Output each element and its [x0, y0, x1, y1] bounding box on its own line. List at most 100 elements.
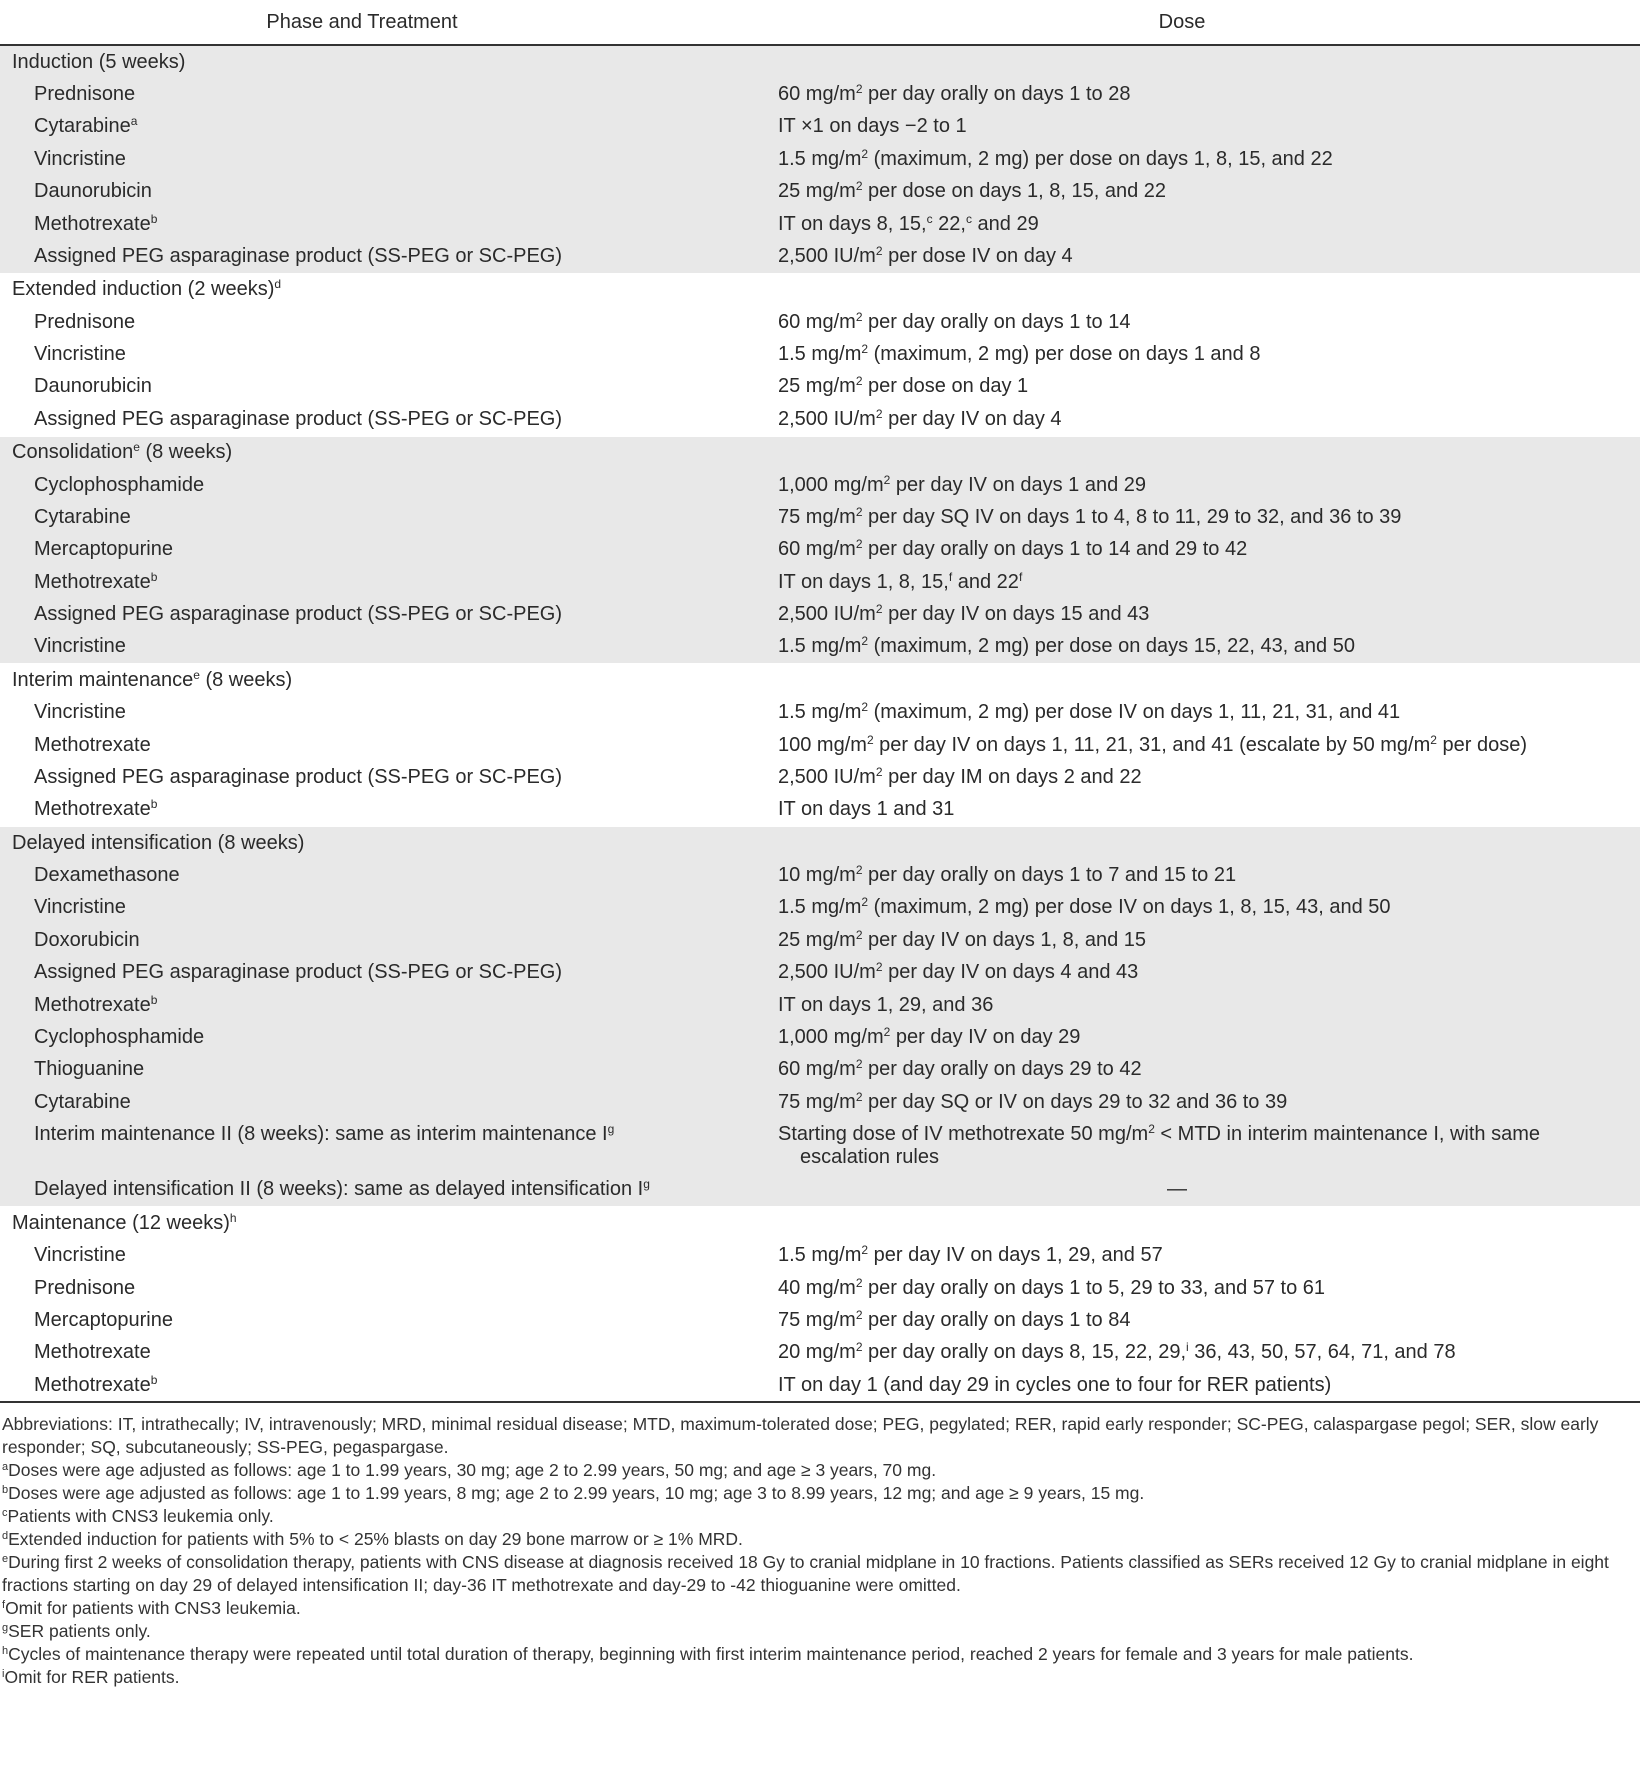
dose-text: 2,500 IU/m2 per dose IV on day 4 [778, 243, 1073, 267]
treatment-name: Thioguanine [0, 1058, 724, 1081]
treatment-name-text: Vincristine [34, 343, 126, 366]
phase-group: Consolidatione (8 weeks) Cyclophosphamide… [0, 435, 1640, 664]
footnote: aDoses were age adjusted as follows: age… [2, 1460, 937, 1481]
treatment-name: Methotrexateb [0, 571, 724, 594]
footnote-marker: b [2, 1484, 9, 1497]
phase-title: Delayed intensification (8 weeks) [12, 831, 305, 854]
treatment-name-text: Methotrexateb [34, 569, 158, 593]
dose-text: 2,500 IU/m2 per day IV on days 15 and 43 [778, 602, 1150, 626]
footnote-marker: 2 [855, 1307, 863, 1322]
dose-text: IT on days 1, 8, 15,f and 22f [778, 569, 1023, 593]
footnote: eDuring first 2 weeks of consolidation t… [2, 1552, 1609, 1596]
footnote: hCycles of maintenance therapy were repe… [2, 1644, 1414, 1665]
dose-text: 1.5 mg/m2 (maximum, 2 mg) per dose on da… [778, 146, 1333, 170]
footnote-marker: c [2, 1507, 8, 1520]
treatment-name: Methotrexateb [0, 213, 724, 236]
phase-title-row: Induction (5 weeks) [0, 46, 1640, 78]
table-row: Assigned PEG asparaginase product (SS-PE… [0, 598, 1640, 630]
table-row: Cytarabine 75 mg/m2 per day SQ IV on days… [0, 501, 1640, 533]
footnote-marker: 2 [855, 863, 863, 878]
footnote-marker: b [150, 992, 158, 1007]
footnote-marker: 2 [855, 1340, 863, 1355]
table-row: Methotrexateb IT on days 1 and 31 [0, 794, 1640, 826]
dose-cell: 40 mg/m2 per day orally on days 1 to 5, … [724, 1277, 1640, 1300]
treatment-name-text: Cytarabine [34, 1090, 131, 1113]
treatment-name: Cyclophosphamide [0, 474, 724, 497]
dose-cell: 2,500 IU/m2 per day IV on day 4 [724, 408, 1640, 431]
table-row: Mercaptopurine 60 mg/m2 per day orally on… [0, 534, 1640, 566]
treatment-name: Assigned PEG asparaginase product (SS-PE… [0, 961, 724, 984]
treatment-name: Daunorubicin [0, 375, 724, 398]
dose-text: — [1167, 1178, 1187, 1201]
dose-cell: 1.5 mg/m2 per day IV on days 1, 29, and … [724, 1244, 1640, 1267]
table-row: Doxorubicin 25 mg/m2 per day IV on days 1… [0, 924, 1640, 956]
dose-cell: 75 mg/m2 per day SQ or IV on days 29 to … [724, 1091, 1640, 1114]
footnote-marker: f [2, 1599, 6, 1612]
treatment-name: Prednisone [0, 311, 724, 334]
treatment-name-text: Cytarabinea [34, 114, 138, 138]
footnote-marker: g [2, 1622, 9, 1635]
table-row: Dexamethasone 10 mg/m2 per day orally on … [0, 859, 1640, 891]
dose-cell: 60 mg/m2 per day orally on days 29 to 42 [724, 1058, 1640, 1081]
footnote-marker: h [229, 1210, 237, 1225]
footnote-marker: a [130, 114, 138, 129]
dose-text: 25 mg/m2 per day IV on days 1, 8, and 15 [778, 927, 1147, 951]
table-row: Prednisone 40 mg/m2 per day orally on day… [0, 1272, 1640, 1304]
treatment-name-text: Cyclophosphamide [34, 1025, 205, 1048]
treatment-name-text: Cytarabine [34, 505, 131, 528]
dose-text: 60 mg/m2 per day orally on days 1 to 14 … [778, 537, 1248, 561]
table-row: Cyclophosphamide 1,000 mg/m2 per day IV o… [0, 469, 1640, 501]
phase-title-row: Interim maintenancee (8 weeks) [0, 664, 1640, 696]
treatment-name-text: Methotrexateb [34, 1372, 158, 1396]
treatment-name-text: Prednisone [34, 1276, 136, 1299]
dose-text: 40 mg/m2 per day orally on days 1 to 5, … [778, 1275, 1326, 1299]
phase-title: Maintenance (12 weeks)h [12, 1210, 237, 1234]
footnote-marker: 2 [855, 1089, 863, 1104]
dose-cell: 75 mg/m2 per day orally on days 1 to 84 [724, 1309, 1640, 1332]
dose-text: IT on day 1 (and day 29 in cycles one to… [778, 1373, 1332, 1396]
footnote-marker: c [965, 211, 972, 226]
treatment-name: Assigned PEG asparaginase product (SS-PE… [0, 245, 724, 268]
treatment-name-text: Mercaptopurine [34, 538, 173, 561]
treatment-name-text: Methotrexate [34, 733, 151, 756]
dose-cell: 60 mg/m2 per day orally on days 1 to 14 [724, 311, 1640, 334]
treatment-name-text: Vincristine [34, 896, 126, 919]
treatment-name-text: Vincristine [34, 147, 126, 170]
dose-text: 1,000 mg/m2 per day IV on day 29 [778, 1024, 1081, 1048]
treatment-name-text: Methotrexateb [34, 211, 158, 235]
dose-cell: 60 mg/m2 per day orally on days 1 to 14 … [724, 538, 1640, 561]
dose-text: 75 mg/m2 per day SQ IV on days 1 to 4, 8… [778, 504, 1402, 528]
footnote-marker: i [2, 1668, 5, 1681]
treatment-name-text: Prednisone [34, 83, 136, 106]
table-row: Cytarabinea IT ×1 on days −2 to 1 [0, 111, 1640, 143]
footnote-marker: 2 [855, 179, 863, 194]
footnote-marker: e [133, 440, 140, 455]
treatment-name: Methotrexateb [0, 798, 724, 821]
phase-title-dose [724, 1212, 1640, 1235]
table-row: Prednisone 60 mg/m2 per day orally on day… [0, 78, 1640, 110]
treatment-name: Mercaptopurine [0, 538, 724, 561]
dose-text: 75 mg/m2 per day orally on days 1 to 84 [778, 1307, 1131, 1331]
dose-cell: 1.5 mg/m2 (maximum, 2 mg) per dose on da… [724, 635, 1640, 658]
table-row: Delayed intensification II (8 weeks): sa… [0, 1174, 1640, 1206]
table-header: Phase and Treatment Dose [0, 0, 1640, 44]
dose-text: 1.5 mg/m2 (maximum, 2 mg) per dose on da… [778, 634, 1355, 658]
treatment-name: Delayed intensification II (8 weeks): sa… [0, 1178, 724, 1201]
treatment-name-text: Cyclophosphamide [34, 473, 205, 496]
treatment-name: Doxorubicin [0, 929, 724, 952]
table-row: Assigned PEG asparaginase product (SS-PE… [0, 957, 1640, 989]
footnote-marker: 2 [861, 895, 869, 910]
treatment-name-text: Prednisone [34, 310, 136, 333]
dose-text: 1.5 mg/m2 per day IV on days 1, 29, and … [778, 1243, 1163, 1267]
table-row: Vincristine 1.5 mg/m2 (maximum, 2 mg) per… [0, 143, 1640, 175]
footnote: cPatients with CNS3 leukemia only. [2, 1506, 274, 1527]
treatment-name: Methotrexate [0, 734, 724, 757]
footnote-marker: 2 [855, 374, 863, 389]
treatment-name-text: Thioguanine [34, 1058, 145, 1081]
table-row: Methotrexate 100 mg/m2 per day IV on days… [0, 729, 1640, 761]
treatment-name: Vincristine [0, 896, 724, 919]
footnote-marker: f [948, 569, 953, 584]
phase-group: Induction (5 weeks) Prednisone 60 mg/m2 pe… [0, 46, 1640, 273]
footnote-marker: f [1018, 569, 1023, 584]
footnote-marker: 2 [861, 634, 869, 649]
